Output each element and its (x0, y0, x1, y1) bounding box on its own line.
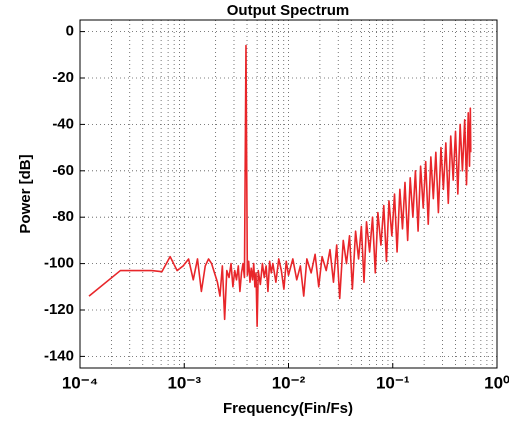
x-axis-label: Frequency(Fin/Fs) (223, 400, 353, 417)
x-tick-label: 10⁰ (484, 373, 509, 392)
y-tick-label: 0 (66, 23, 74, 40)
spectrum-line (88, 44, 472, 328)
x-tick-label: 10⁻⁴ (62, 373, 98, 392)
x-tick-label: 10⁻¹ (376, 373, 410, 392)
y-tick-label: -60 (52, 162, 74, 179)
y-tick-label: -140 (44, 347, 74, 364)
y-tick-label: -40 (52, 115, 74, 132)
x-tick-label: 10⁻³ (167, 373, 201, 392)
y-tick-label: -80 (52, 208, 74, 225)
x-tick-label: 10⁻² (272, 373, 306, 392)
y-tick-label: -100 (44, 255, 74, 272)
y-tick-label: -20 (52, 69, 74, 86)
plot-frame (79, 19, 498, 369)
y-axis-label: Power [dB] (17, 154, 34, 233)
y-tick-label: -120 (44, 301, 74, 318)
chart-title: Output Spectrum (227, 2, 350, 19)
